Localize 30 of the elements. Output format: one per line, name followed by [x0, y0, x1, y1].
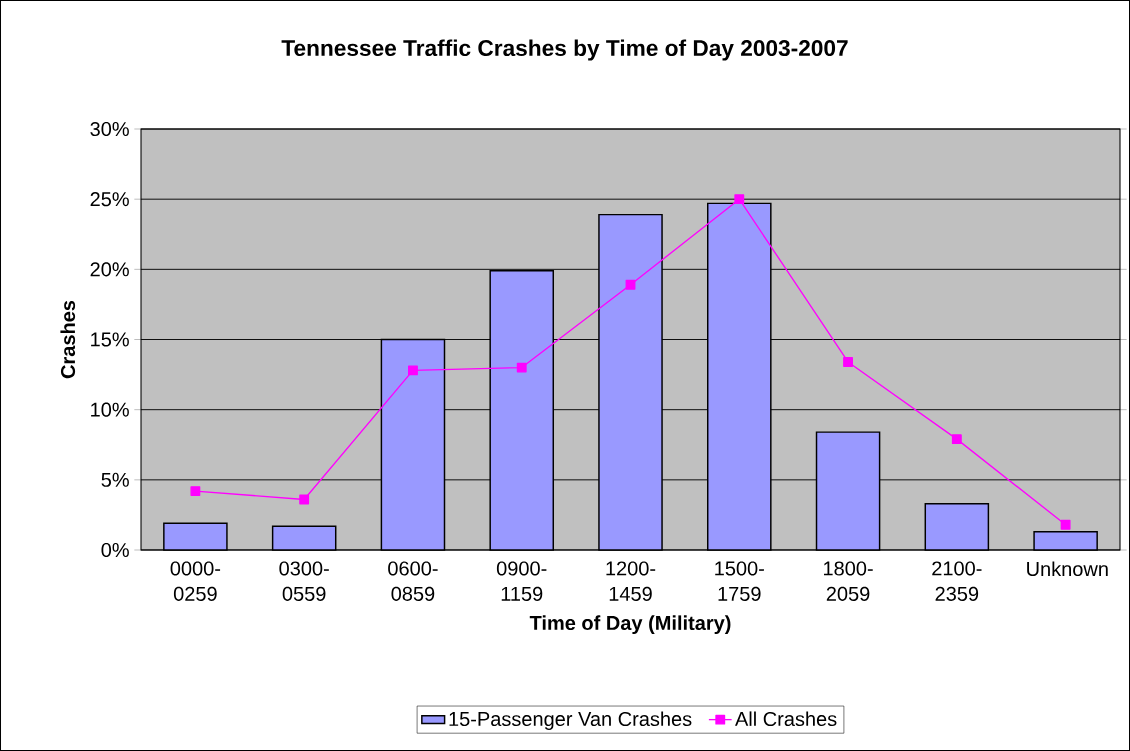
x-tick-label: 0900-1159	[496, 561, 547, 601]
point	[734, 194, 745, 205]
x-tick-label: 0600-0859	[388, 561, 438, 601]
x-tick-label: 0000-0259	[170, 561, 221, 601]
x-tick-label: 1200-1459	[606, 561, 656, 601]
y-tick-label: 10%	[91, 402, 129, 417]
point	[625, 279, 636, 290]
y-tick-label: 0%	[101, 542, 129, 558]
point	[408, 365, 418, 376]
legend-label: All Crashes	[735, 711, 837, 727]
y-tick-label: 30%	[90, 121, 129, 137]
y-tick-label: 15%	[91, 332, 129, 347]
y-axis-title: Crashes	[60, 300, 76, 379]
y-tick-label: 5%	[101, 472, 129, 487]
x-tick-label: Unknown	[1027, 561, 1108, 577]
point	[843, 357, 853, 367]
point	[516, 362, 527, 373]
x-axis-title: Time of Day (Military)	[529, 615, 731, 634]
point	[299, 494, 310, 505]
chart-title: Tennessee Traffic Crashes by Time of Day 2003-2007	[281, 39, 848, 61]
y-tick-label: 20%	[90, 262, 129, 277]
point	[951, 434, 962, 445]
x-tick-label: 0300-0559	[279, 561, 329, 601]
y-tick-label: 25%	[90, 192, 129, 207]
legend-label: 15-Passenger Van Crashes	[449, 711, 692, 731]
x-tick-label: 2100-2359	[932, 561, 982, 601]
x-tick-label: 1800-2059	[824, 561, 873, 601]
point	[1060, 519, 1071, 530]
point	[190, 486, 201, 497]
x-tick-label: 1500-1759	[715, 561, 764, 601]
